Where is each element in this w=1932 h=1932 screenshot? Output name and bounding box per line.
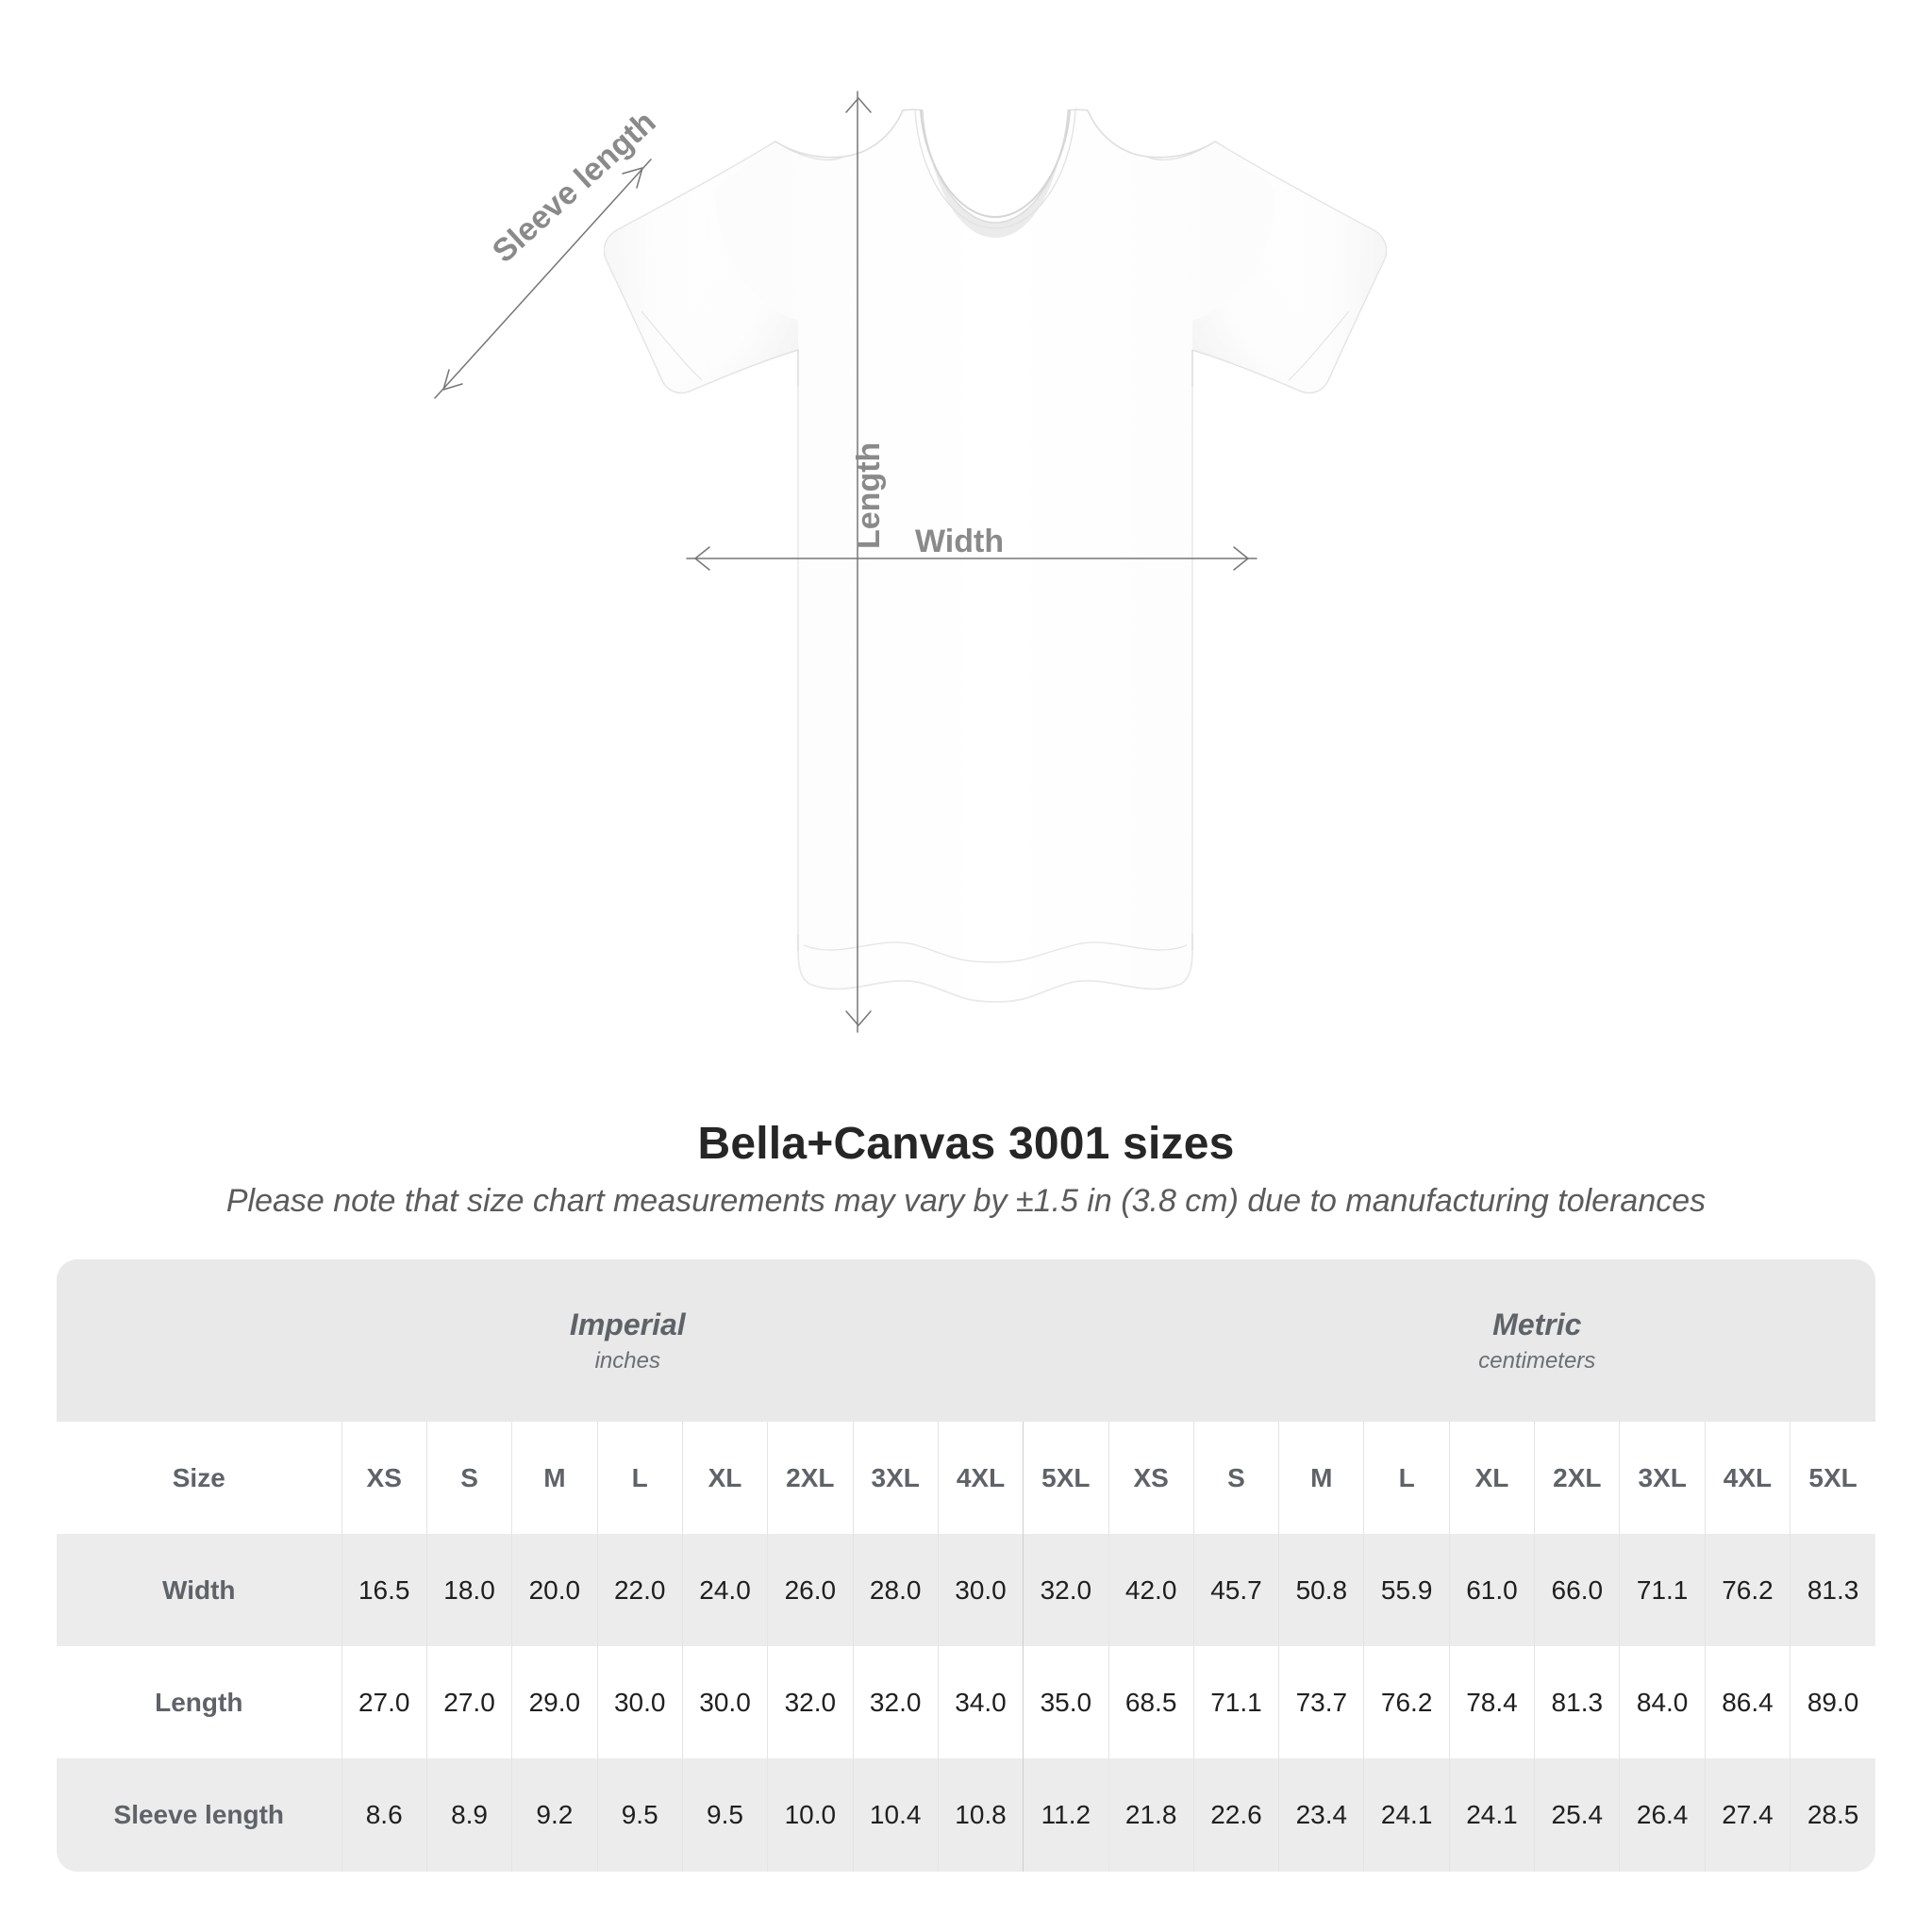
svg-text:Width: Width: [915, 524, 1004, 559]
svg-text:Length: Length: [851, 442, 887, 549]
